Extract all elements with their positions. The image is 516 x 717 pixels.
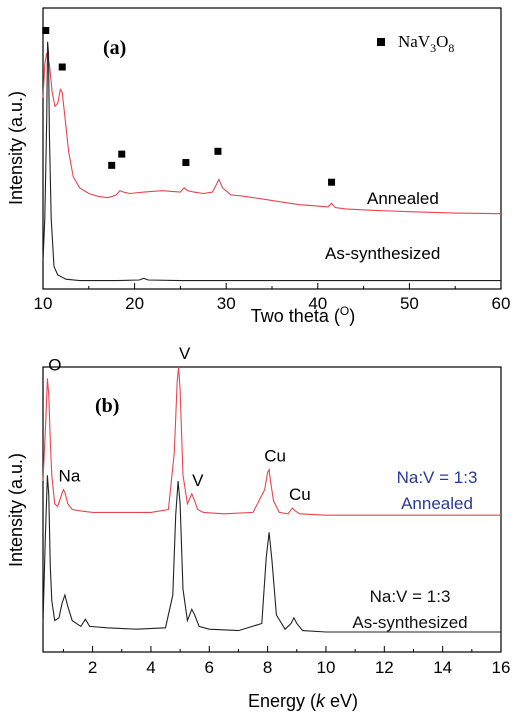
x-tick-label: 20: [125, 294, 144, 313]
panel-b-frame: [42, 366, 502, 653]
x-tick-label: 10: [317, 658, 336, 677]
series-label-as-synthesized-line1: Na:V = 1:3: [370, 587, 451, 606]
legend-square-marker: [377, 38, 385, 46]
peak-marker-square: [108, 161, 116, 169]
x-tick-label: 4: [146, 658, 155, 677]
peak-marker-square: [328, 178, 336, 186]
panel-a-markers: [42, 26, 336, 186]
x-tick-label: 60: [492, 294, 511, 313]
series-label-annealed-line2: Annealed: [401, 494, 473, 513]
x-tick-label: 2: [88, 658, 97, 677]
peak-label-o: O: [48, 355, 61, 374]
peak-label-cu: Cu: [264, 447, 286, 466]
peak-label-na: Na: [59, 467, 81, 486]
x-tick-label: 40: [308, 294, 327, 313]
x-tick-label: 12: [375, 658, 394, 677]
series-label-as-synthesized: As-synthesized: [325, 244, 440, 263]
panel-a: 10 20 30 40 50 60 (a) NaV3O8 Annealed As-synt…: [6, 7, 511, 326]
peak-label-v: V: [179, 344, 191, 363]
x-tick-label: 16: [492, 658, 511, 677]
series-line-na-v-1-3-as-synthesized: [42, 475, 501, 633]
peak-marker-square: [182, 159, 190, 167]
peak-label-cu: Cu: [289, 485, 311, 504]
panel-b-x-axis-title: Energy (k eV): [248, 691, 358, 711]
series-label-annealed: Annealed: [367, 189, 439, 208]
panel-a-series: [42, 41, 502, 282]
panel-b-series: [42, 366, 501, 633]
x-tick-label: 30: [217, 294, 236, 313]
panel-a-x-axis-title: Two theta (O): [251, 304, 355, 326]
panel-a-legend: NaV3O8: [377, 32, 454, 55]
peak-label-v: V: [192, 471, 204, 490]
series-line-na-v-1-3-annealed: [42, 366, 501, 516]
series-label-annealed-line1: Na:V = 1:3: [397, 468, 478, 487]
panel-a-ticks: 10 20 30 40 50 60: [34, 283, 511, 313]
peak-marker-square: [214, 147, 222, 155]
peak-marker-square: [42, 26, 50, 34]
panel-a-label: (a): [103, 37, 126, 59]
panel-a-y-axis-title: Intensity (a.u.): [6, 91, 26, 205]
x-tick-label: 8: [263, 658, 272, 677]
panel-b-label: (b): [95, 395, 119, 417]
legend-label: NaV3O8: [398, 32, 454, 55]
x-tick-label: 14: [433, 658, 452, 677]
x-tick-label: 10: [34, 294, 53, 313]
panel-b-y-axis-title: Intensity (a.u.): [6, 453, 26, 567]
series-line-as-synthesized: [42, 41, 501, 282]
panel-b-ticks: 2 4 6 8 10 12 14 16: [62, 646, 511, 677]
series-line-annealed: [42, 52, 502, 215]
peak-marker-square: [58, 63, 66, 71]
x-tick-label: 50: [400, 294, 419, 313]
peak-marker-square: [118, 150, 126, 158]
x-tick-label: 6: [205, 658, 214, 677]
series-label-as-synthesized-line2: As-synthesized: [352, 613, 467, 632]
